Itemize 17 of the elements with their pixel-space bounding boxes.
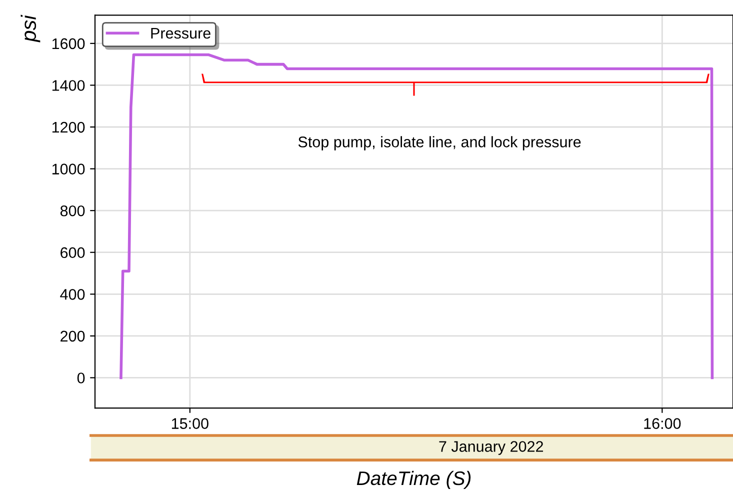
text: 7 January 2022 [439,441,544,455]
line-series [120,53,714,380]
y-tick-label: 800 [60,205,85,216]
x-axis-title: DateTime (S) [356,470,471,489]
y-tick-label: 1000 [52,164,85,174]
y-tick-label: 0 [77,372,85,384]
x-tick-label: 16:00 [644,418,681,429]
annotation: Stop pump, isolate line, and lock pressure [298,136,581,150]
y-tick-label: 200 [60,330,85,342]
y-tick-label: 1600 [52,38,85,50]
y-tick-label: 600 [60,247,85,258]
legend-label: Pressure [151,28,210,39]
y-tick-label: 1200 [52,122,85,133]
x-tick-label: 15:00 [172,418,208,429]
y-tick-label: 400 [60,289,85,300]
y-axis-title: psi [20,14,40,42]
y-tick-label: 1400 [52,80,85,91]
